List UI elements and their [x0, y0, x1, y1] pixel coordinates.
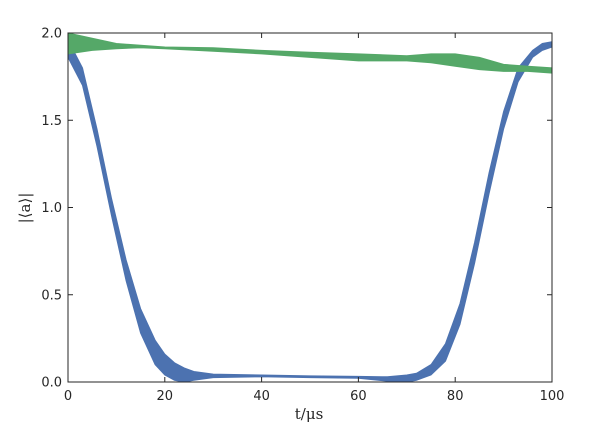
series-bands	[67, 32, 553, 383]
y-tick-label: 1.5	[41, 114, 62, 129]
x-tick-label: 40	[253, 389, 270, 404]
y-axis-ticks: 0.0 0.5 1.0 1.5 2.0	[41, 27, 552, 391]
y-tick-label: 2.0	[41, 27, 62, 42]
x-tick-label: 0	[64, 389, 72, 404]
y-tick-label: 1.0	[41, 201, 62, 216]
y-tick-label: 0.5	[41, 288, 62, 303]
y-axis-label: |⟨a⟩|	[16, 193, 34, 224]
x-tick-label: 60	[350, 389, 367, 404]
x-tick-label: 100	[540, 389, 565, 404]
series-band-2	[67, 32, 553, 74]
x-axis-label: t/μs	[295, 405, 324, 423]
series-band-1	[67, 39, 553, 383]
y-tick-label: 0.0	[41, 376, 62, 391]
x-tick-label: 20	[157, 389, 174, 404]
x-tick-label: 80	[447, 389, 464, 404]
x-axis-ticks: 0 20 40 60 80 100	[64, 33, 565, 404]
